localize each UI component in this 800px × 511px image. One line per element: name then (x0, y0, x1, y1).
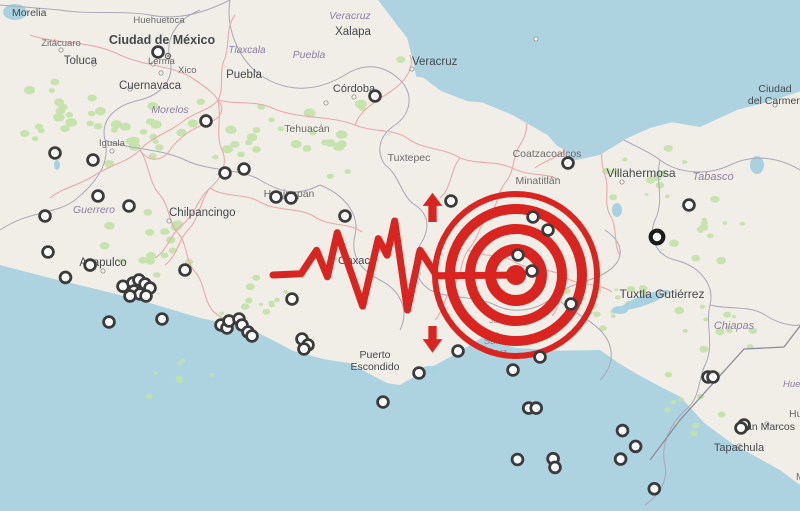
svg-text:Chilpancingo: Chilpancingo (169, 207, 236, 219)
svg-text:Villahermosa: Villahermosa (606, 166, 675, 180)
svg-text:Ciudad: Ciudad (758, 83, 791, 95)
svg-text:Tehuacán: Tehuacán (284, 123, 330, 135)
svg-text:Morelia: Morelia (12, 7, 47, 19)
svg-text:Huehue: Huehue (789, 408, 800, 420)
svg-text:Morelos: Morelos (151, 104, 189, 116)
svg-text:Minatitlán: Minatitlán (516, 175, 561, 187)
svg-text:Xico: Xico (178, 65, 196, 76)
svg-text:Escondido: Escondido (350, 361, 399, 373)
svg-text:Veracruz: Veracruz (412, 56, 458, 68)
svg-text:Huehuetenango: Huehuetenango (783, 379, 800, 390)
svg-text:Puebla: Puebla (226, 69, 262, 81)
svg-text:Zitácuaro: Zitácuaro (41, 38, 81, 49)
svg-text:Puebla: Puebla (293, 49, 326, 61)
svg-text:Guerrero: Guerrero (73, 204, 115, 216)
svg-text:Xalapa: Xalapa (335, 26, 371, 38)
svg-text:del Carmen: del Carmen (748, 95, 800, 107)
svg-text:Lerma: Lerma (148, 56, 176, 67)
svg-text:Cuernavaca: Cuernavaca (119, 80, 182, 92)
svg-text:Chiapas: Chiapas (714, 320, 755, 332)
svg-text:Iguala: Iguala (99, 138, 126, 149)
svg-text:Tabasco: Tabasco (692, 171, 733, 183)
svg-text:Tuxtepec: Tuxtepec (388, 152, 431, 164)
svg-text:Huehuetoca: Huehuetoca (133, 15, 185, 26)
svg-text:Puerto: Puerto (360, 349, 391, 361)
svg-text:Tapachula: Tapachula (714, 442, 765, 454)
svg-text:Toluca: Toluca (64, 55, 98, 67)
svg-text:Tuxtla Gutiérrez: Tuxtla Gutiérrez (620, 287, 705, 301)
svg-text:Veracruz: Veracruz (329, 10, 371, 22)
svg-text:Ciudad de México: Ciudad de México (109, 33, 216, 47)
svg-text:Tlaxcala: Tlaxcala (228, 45, 266, 56)
svg-text:Mazate: Mazate (796, 472, 800, 483)
